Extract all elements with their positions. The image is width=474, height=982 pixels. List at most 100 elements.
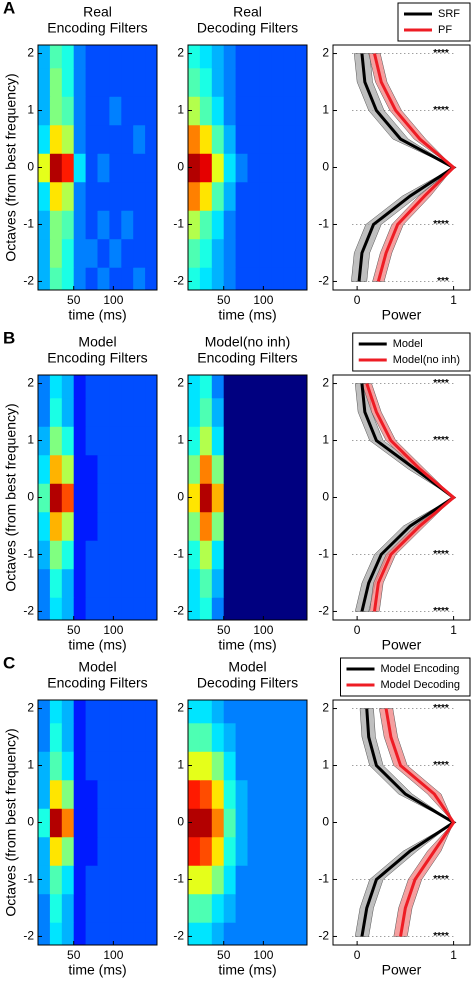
heatmap-cell: [133, 568, 146, 598]
heatmap-cell: [49, 454, 63, 484]
heatmap-cell: [121, 568, 134, 598]
significance-label: ****: [433, 931, 449, 942]
heatmap-cell: [199, 375, 213, 399]
legend-box: [352, 332, 471, 372]
heatmap-cell: [97, 922, 110, 945]
y-tick-label: -1: [318, 217, 329, 231]
heatmap-cell: [73, 375, 87, 399]
heatmap-cell: [121, 181, 134, 211]
heatmap-cell: [61, 153, 75, 183]
y-tick-label: 1: [177, 103, 184, 117]
heatmap-cell: [133, 375, 146, 399]
heatmap-cell: [121, 397, 134, 427]
heatmap-cell: [61, 836, 75, 866]
heatmap-cell: [38, 375, 51, 399]
y-tick-label: 1: [27, 433, 34, 447]
x-tick-label: 0: [354, 623, 361, 637]
heatmap-cell: [223, 700, 237, 724]
heatmap-cell: [188, 700, 201, 724]
heatmap-cell: [49, 568, 63, 598]
heatmap-cell: [38, 540, 51, 570]
heatmap-cell: [223, 808, 237, 838]
heatmap-cell: [38, 808, 51, 838]
heatmap-cell: [271, 426, 284, 456]
heatmap-cell: [49, 865, 63, 895]
heatmap-cell: [61, 397, 75, 427]
heatmap-cell: [247, 893, 260, 923]
y-tick-label: -1: [318, 547, 329, 561]
heatmap-cell: [223, 568, 237, 598]
heatmap-cell: [211, 922, 225, 945]
heatmap: [38, 700, 157, 945]
heatmap-cell: [283, 751, 296, 781]
y-tick-label: -1: [318, 872, 329, 886]
chart-title: Model: [78, 334, 116, 350]
y-tick-label: 0: [177, 815, 184, 829]
heatmap-cell: [61, 722, 75, 752]
heatmap-cell: [295, 922, 307, 945]
heatmap-cell: [73, 779, 87, 809]
heatmap: [188, 45, 307, 290]
heatmap-cell: [259, 397, 272, 427]
heatmap-cell: [199, 181, 213, 211]
heatmap-cell: [235, 865, 248, 895]
x-axis-label: time (ms): [68, 962, 126, 978]
heatmap-cell: [223, 397, 237, 427]
heatmap-cell: [145, 96, 157, 126]
heatmap-cell: [235, 568, 248, 598]
heatmap-cell: [85, 124, 98, 154]
heatmap-cell: [85, 597, 98, 620]
heatmap-cell: [271, 210, 284, 240]
heatmap-cell: [295, 454, 307, 484]
plot-frame: [332, 44, 471, 291]
heatmap-cell: [133, 96, 146, 126]
heatmap-cell: [211, 483, 225, 513]
heatmap-cell: [38, 836, 51, 866]
heatmap-cell: [97, 238, 110, 268]
heatmap-cell: [259, 483, 272, 513]
heatmap-cell: [38, 922, 51, 945]
heatmap-cell: [271, 568, 284, 598]
heatmap-cell: [49, 597, 63, 620]
y-tick-label: -1: [23, 872, 34, 886]
x-tick-label: 1: [450, 293, 457, 307]
heatmap-cell: [223, 153, 237, 183]
y-tick-label: 2: [322, 701, 329, 715]
plot-frame: [332, 374, 471, 621]
heatmap-cell: [121, 540, 134, 570]
x-axis-label: Power: [382, 637, 422, 653]
heatmap-cell: [145, 483, 157, 513]
y-tick-label: 0: [27, 160, 34, 174]
heatmap-cell: [145, 865, 157, 895]
heatmap-cell: [61, 267, 75, 290]
x-axis-label: time (ms): [218, 637, 276, 653]
x-tick-label: 50: [217, 623, 231, 637]
heatmap-cell: [38, 397, 51, 427]
heatmap-cell: [97, 210, 110, 240]
heatmap-cell: [271, 700, 284, 724]
chart-title: Real: [233, 4, 262, 20]
x-tick-label: 0: [354, 293, 361, 307]
heatmap-cell: [247, 922, 260, 945]
heatmap-cell: [188, 375, 201, 399]
x-tick-label: 0: [354, 948, 361, 962]
series-line: [384, 708, 456, 937]
heatmap-cell: [121, 893, 134, 923]
heatmap-cell: [283, 124, 296, 154]
heatmap-cell: [235, 597, 248, 620]
x-tick-label: 100: [253, 293, 273, 307]
heatmap-cell: [133, 597, 146, 620]
heatmap-cell: [73, 893, 87, 923]
y-tick-label: -1: [23, 217, 34, 231]
heatmap-cell: [38, 181, 51, 211]
heatmap-cell: [121, 808, 134, 838]
heatmap-cell: [259, 96, 272, 126]
y-tick-label: 2: [322, 46, 329, 60]
heatmap-cell: [211, 836, 225, 866]
heatmap-cell: [133, 124, 146, 154]
significance-label: ****: [433, 760, 449, 771]
heatmap-cell: [73, 67, 87, 97]
heatmap-cell: [247, 426, 260, 456]
heatmap-cell: [283, 96, 296, 126]
